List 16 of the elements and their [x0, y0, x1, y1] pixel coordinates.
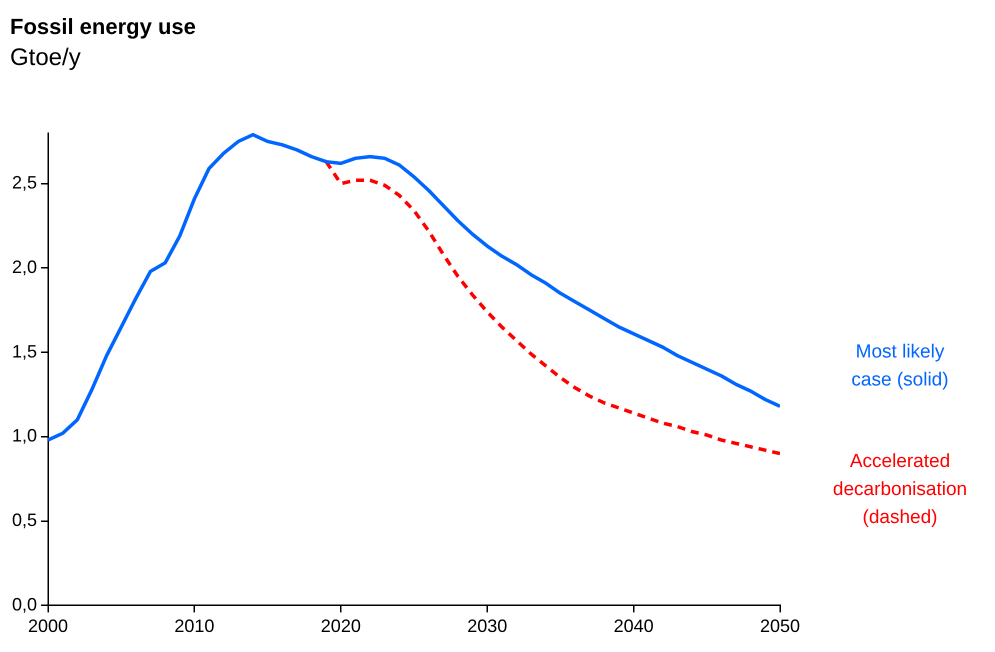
y-tick-label: 1,5 [12, 341, 38, 362]
x-tick-label: 2030 [467, 616, 508, 636]
chart-subtitle: Gtoe/y [10, 44, 81, 72]
x-tick-label: 2000 [28, 616, 68, 636]
y-tick-label: 2,5 [12, 172, 38, 193]
text: Most likely case (solid) [851, 342, 949, 391]
chart-title: Fossil energy use [10, 14, 196, 40]
x-tick-label: 2050 [760, 616, 800, 636]
x-tick-label: 2010 [174, 616, 214, 636]
y-tick-label: 0,0 [12, 594, 38, 614]
y-tick-label: 0,5 [12, 510, 38, 530]
y-tick-label: 1,0 [12, 426, 38, 446]
x-tick-label: 2040 [614, 616, 654, 636]
y-tick-label: 2,0 [12, 256, 38, 277]
x-tick-label: 2020 [320, 616, 361, 636]
text: Accelerated decarbonisation (dashed) [832, 450, 968, 528]
